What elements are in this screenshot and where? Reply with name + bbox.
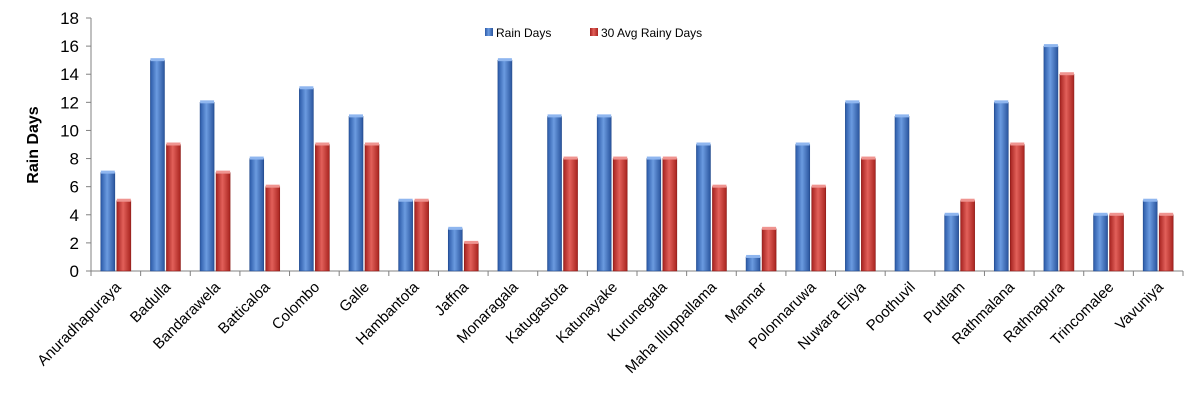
bar-rain-days <box>944 212 959 272</box>
bar-rain-days <box>447 226 463 272</box>
bar-30-avg-rainy-days <box>315 142 330 272</box>
bar-30-avg-rainy-days <box>761 226 777 272</box>
bar-rain-days <box>249 156 265 272</box>
y-tick-label: 12 <box>60 93 79 112</box>
bar-30-avg-rainy-days <box>1158 212 1174 272</box>
legend-label: Rain Days <box>496 26 551 40</box>
x-category-label: Batticaloa <box>215 278 274 337</box>
y-tick-label: 4 <box>70 206 79 225</box>
bar-30-avg-rainy-days <box>414 198 429 272</box>
y-tick-label: 10 <box>60 121 79 140</box>
legend-item-rain-days: Rain Days <box>485 26 551 40</box>
bar-rain-days <box>745 254 761 272</box>
y-tick-label: 18 <box>60 9 79 28</box>
legend-swatch <box>590 28 598 36</box>
bar-30-avg-rainy-days <box>265 184 281 272</box>
bars <box>100 44 1174 272</box>
x-category-label: Puttlam <box>920 279 968 327</box>
bar-30-avg-rainy-days <box>463 240 479 272</box>
y-tick-label: 14 <box>60 65 79 84</box>
bar-rain-days <box>150 58 165 272</box>
bar-rain-days <box>845 100 860 272</box>
bar-rain-days <box>1043 44 1059 272</box>
x-axis: Anuradhapuraya BadullaBandarawelaBattical… <box>34 270 1184 377</box>
bar-rain-days <box>993 100 1009 272</box>
y-tick-label: 6 <box>70 178 79 197</box>
y-tick-label: 8 <box>70 150 79 169</box>
bar-rain-days <box>547 114 562 272</box>
bar-rain-days <box>299 86 314 272</box>
bar-rain-days <box>696 142 711 272</box>
bar-30-avg-rainy-days <box>960 198 975 272</box>
bar-30-avg-rainy-days <box>116 198 132 272</box>
bar-30-avg-rainy-days <box>1059 72 1075 272</box>
legend-label: 30 Avg Rainy Days <box>601 26 702 40</box>
bar-30-avg-rainy-days <box>662 156 678 272</box>
y-axis-label: Rain Days <box>25 106 42 183</box>
bar-rain-days <box>199 100 215 272</box>
bar-rain-days <box>795 142 811 272</box>
bar-30-avg-rainy-days <box>861 156 876 272</box>
bar-rain-days <box>596 114 612 272</box>
bar-30-avg-rainy-days <box>1009 142 1025 272</box>
legend-item-30-avg-rainy-days: 30 Avg Rainy Days <box>590 26 702 40</box>
x-category-label: Mannar <box>722 279 770 327</box>
bar-rain-days <box>348 114 364 272</box>
bar-30-avg-rainy-days <box>364 142 380 272</box>
bar-30-avg-rainy-days <box>1109 212 1124 272</box>
bar-30-avg-rainy-days <box>811 184 827 272</box>
x-category-label: Poothuvil <box>863 279 919 335</box>
y-tick-label: 2 <box>70 234 79 253</box>
bar-rain-days <box>1093 212 1108 272</box>
bar-rain-days <box>100 170 116 272</box>
legend-swatch <box>485 28 493 36</box>
bar-30-avg-rainy-days <box>712 184 727 272</box>
bar-rain-days <box>497 58 513 272</box>
y-axis: 0 2 4 6 8 10 12 14 16 18 <box>60 9 92 281</box>
x-category-label: Badulla <box>127 278 175 326</box>
y-tick-label: 16 <box>60 37 79 56</box>
y-tick-label: 0 <box>70 262 79 281</box>
x-category-label: Galle <box>336 279 373 316</box>
x-category-label: Anuradhapuraya <box>34 278 125 369</box>
x-category-label: Maha Illuppallama <box>622 278 721 377</box>
bar-30-avg-rainy-days <box>215 170 231 272</box>
bar-30-avg-rainy-days <box>612 156 628 272</box>
bar-rain-days <box>1142 198 1158 272</box>
x-category-label: Vavuniya <box>1112 278 1167 333</box>
bar-30-avg-rainy-days <box>166 142 181 272</box>
bar-rain-days <box>646 156 662 272</box>
bar-30-avg-rainy-days <box>563 156 578 272</box>
x-category-label: Jaffna <box>431 278 472 319</box>
legend: Rain Days 30 Avg Rainy Days <box>485 26 702 40</box>
bar-rain-days <box>398 198 413 272</box>
bar-rain-days <box>894 114 910 272</box>
x-category-label: Colombo <box>269 279 323 333</box>
